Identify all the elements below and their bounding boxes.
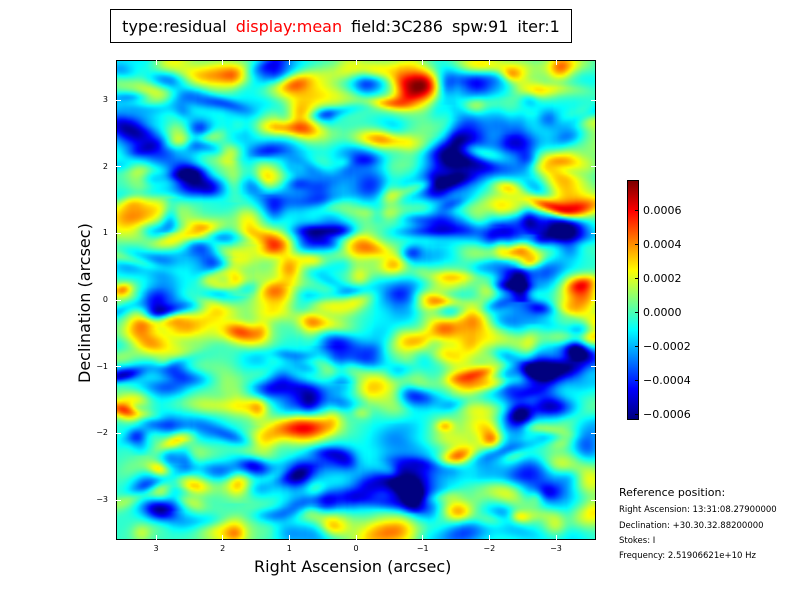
y-tick-label: 3 [102, 95, 108, 104]
x-tick-mark [488, 60, 490, 65]
title-box: type:residual display:mean field:3C286 s… [110, 9, 572, 43]
colorbar-tick-label: 0.0000 [643, 305, 682, 319]
y-tick-mark [591, 499, 596, 501]
title-field: field:3C286 [351, 16, 443, 36]
colorbar-tick-label: −0.0004 [643, 373, 691, 387]
y-tick-mark [591, 299, 596, 301]
colorbar-tick-label: 0.0002 [643, 271, 682, 285]
colorbar [627, 180, 639, 420]
x-tick-label: 2 [220, 544, 226, 553]
x-tick-mark [355, 535, 357, 540]
x-tick-label: 1 [286, 544, 292, 553]
y-tick-mark [591, 232, 596, 234]
title-type: type:residual [122, 16, 227, 36]
colorbar-tick [635, 312, 639, 314]
title-spw: spw:91 [451, 16, 509, 36]
y-tick-label: 1 [102, 228, 108, 238]
colorbar-tick [635, 210, 639, 212]
x-tick-label: −1 [416, 544, 429, 553]
y-tick-mark [591, 432, 596, 434]
colorbar-tick [635, 414, 639, 416]
y-tick-mark [591, 99, 596, 101]
y-tick-mark [116, 432, 121, 434]
x-tick-mark [155, 535, 157, 540]
y-tick-mark [116, 166, 121, 168]
y-tick-label: −1 [96, 361, 108, 371]
x-tick-mark [488, 535, 490, 540]
x-tick-mark [288, 535, 290, 540]
colorbar-tick [635, 244, 639, 246]
y-tick-label: 2 [102, 161, 108, 171]
x-tick-mark [155, 60, 157, 65]
y-tick-mark [116, 366, 121, 368]
x-tick-mark [422, 60, 424, 65]
x-tick-mark [222, 60, 224, 65]
reference-heading: Reference position: [619, 486, 726, 499]
x-tick-mark [555, 535, 557, 540]
y-tick-mark [116, 99, 121, 101]
y-tick-mark [116, 499, 121, 501]
y-tick-label: 0 [102, 295, 108, 304]
title-display: display:mean [235, 16, 343, 36]
x-tick-label: 0 [353, 544, 359, 553]
x-axis-label: Right Ascension (arcsec) [254, 557, 452, 576]
x-tick-mark [355, 60, 357, 65]
x-tick-mark [288, 60, 290, 65]
x-tick-mark [222, 535, 224, 540]
y-tick-label: −2 [96, 428, 108, 438]
reference-stokes: Stokes: I [619, 536, 656, 546]
x-tick-mark [555, 60, 557, 65]
y-axis-label: Declination (arcsec) [75, 223, 94, 383]
x-tick-label: −3 [550, 544, 562, 553]
reference-ra: Right Ascension: 13:31:08.27900000 [619, 505, 777, 515]
reference-frequency: Frequency: 2.51906621e+10 Hz [619, 551, 756, 561]
reference-dec: Declination: +30.30.32.88200000 [619, 521, 764, 531]
y-tick-label: −3 [96, 495, 108, 504]
colorbar-tick [635, 380, 639, 382]
y-tick-mark [116, 299, 121, 301]
x-tick-label: 3 [153, 544, 159, 553]
y-tick-mark [591, 166, 596, 168]
colorbar-tick [635, 346, 639, 348]
colorbar-tick-label: 0.0004 [643, 237, 682, 251]
x-tick-mark [422, 535, 424, 540]
colorbar-tick [635, 278, 639, 280]
y-tick-mark [116, 232, 121, 234]
residual-image-heatmap[interactable] [116, 60, 596, 540]
colorbar-tick-label: −0.0006 [643, 407, 691, 421]
y-tick-mark [591, 366, 596, 368]
title-iter: iter:1 [517, 16, 560, 36]
colorbar-tick-label: −0.0002 [643, 339, 691, 353]
x-tick-label: −2 [483, 544, 496, 553]
colorbar-tick-label: 0.0006 [643, 203, 682, 217]
